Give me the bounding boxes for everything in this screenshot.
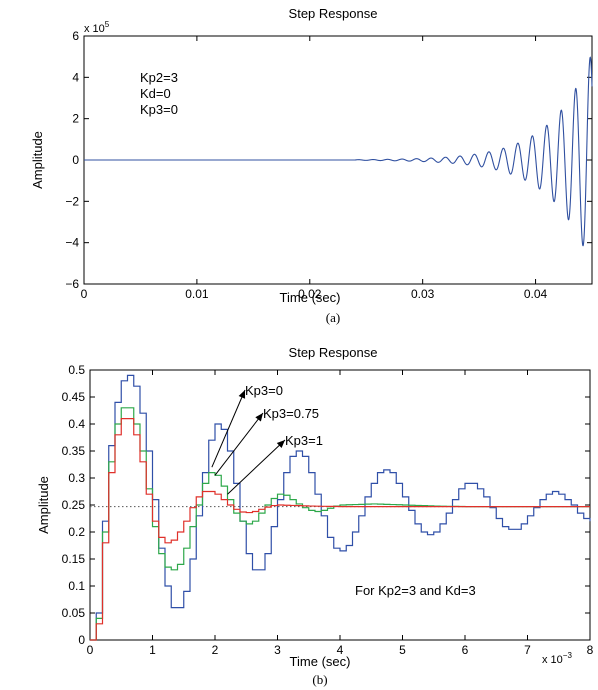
panel-b-ytick-label: 0.2 [68, 525, 85, 539]
panel-b-caption: (b) [312, 672, 327, 687]
panel-a-ytick-label: 4 [72, 70, 79, 84]
panel-b-ytick-label: 0.45 [62, 390, 86, 404]
panel-b-x-multiplier-base: x 10 [542, 654, 563, 666]
panel-b-ytick-label: 0.15 [62, 552, 86, 566]
panel-b-xtick-label: 0 [87, 643, 94, 657]
panel-b-ytick-label: 0.05 [62, 606, 86, 620]
panel-b-ytick-label: 0.4 [68, 417, 85, 431]
panel-b-corner-note: For Kp2=3 and Kd=3 [355, 583, 476, 598]
panel-b-xtick-label: 3 [274, 643, 281, 657]
panel-b-series-group [90, 374, 591, 641]
panel-b-label-kp3-1: Kp3=1 [285, 433, 323, 448]
panel-b-arrow-line-1 [214, 412, 264, 476]
panel-a-ytick-label: −2 [65, 194, 79, 208]
panel-b-arrow-head-1 [255, 413, 263, 422]
panel-b-x-multiplier: x 10−3 [542, 651, 572, 666]
panel-a-xtick-label: 0.02 [298, 287, 322, 301]
panel-a-series-line [84, 56, 593, 247]
panel-a-annotation-kd: Kd=0 [140, 86, 171, 101]
panel-a-ytick-label: −4 [65, 236, 79, 250]
panel-b-arrow-line-2 [227, 439, 286, 495]
panel-b-xtick-label: 6 [462, 643, 469, 657]
panel-b-xtick-label: 1 [149, 643, 156, 657]
panel-a-title: Step Response [289, 6, 378, 21]
panel-b-xtick-label: 4 [337, 643, 344, 657]
panel-a-xtick-label: 0 [81, 287, 88, 301]
panel-a-ticks: 0 0.01 0.02 0.03 0.04 −6 −4 −2 0 2 4 6 [65, 29, 592, 301]
panel-b-label-kp3-0: Kp3=0 [245, 383, 283, 398]
panel-b-ytick-label: 0.25 [62, 498, 86, 512]
panel-b-arrow-head-0 [238, 390, 246, 399]
panel-a-x-axis-label: Time (sec) [280, 290, 341, 305]
panel-a-y-multiplier: x 105 [84, 20, 110, 35]
panel-b-ytick-label: 0.35 [62, 444, 86, 458]
panel-b-xtick-label: 5 [399, 643, 406, 657]
panel-a-annotation-kp3: Kp3=0 [140, 102, 178, 117]
panel-a-xtick-label: 0.01 [185, 287, 209, 301]
panel-b-annotation-arrows [211, 389, 286, 495]
panel-a-y-axis-label: Amplitude [30, 131, 45, 189]
panel-a-annotation-kp2: Kp2=3 [140, 70, 178, 85]
panel-b-xtick-label: 7 [524, 643, 531, 657]
panel-b-ytick-label: 0.1 [68, 579, 85, 593]
panel-b: Step Response 0 1 2 3 4 5 6 7 8 0 0.05 0.1 0.15 0.2 0.… [36, 345, 594, 687]
panel-b-ytick-label: 0 [78, 633, 85, 647]
panel-a-xtick-label: 0.03 [411, 287, 435, 301]
panel-a-ytick-label: 2 [72, 112, 79, 126]
panel-a-y-multiplier-base: x 10 [84, 23, 105, 35]
panel-b-ticks: 0 1 2 3 4 5 6 7 8 0 0.05 0.1 0.15 0.2 0.25 0.3 0.35 0.4 0.… [62, 363, 594, 657]
panel-b-arrow-head-2 [276, 440, 285, 449]
panel-a: Step Response x 105 0 0.01 0.02 0.03 0.04 −6 −… [30, 6, 593, 325]
panel-b-ytick-label: 0.3 [68, 471, 85, 485]
panel-b-title: Step Response [289, 345, 378, 360]
panel-b-x-multiplier-exponent: −3 [563, 651, 573, 660]
panel-a-ytick-label: 6 [72, 29, 79, 43]
panel-a-xtick-label: 0.04 [524, 287, 548, 301]
panel-b-xtick-label: 8 [587, 643, 594, 657]
panel-a-caption: (a) [326, 310, 340, 325]
panel-b-y-axis-label: Amplitude [36, 476, 51, 534]
panel-b-ytick-label: 0.5 [68, 363, 85, 377]
panel-a-ytick-label: −6 [65, 277, 79, 291]
panel-b-x-axis-label: Time (sec) [290, 654, 351, 669]
panel-b-series-line-0 [90, 374, 591, 641]
panel-a-y-multiplier-exponent: 5 [105, 20, 110, 29]
panel-b-xtick-label: 2 [212, 643, 219, 657]
panel-a-ytick-label: 0 [72, 153, 79, 167]
panel-b-label-kp3-075: Kp3=0.75 [263, 406, 319, 421]
panel-b-arrow-line-0 [211, 389, 246, 468]
panel-b-series-line-2 [90, 418, 590, 641]
